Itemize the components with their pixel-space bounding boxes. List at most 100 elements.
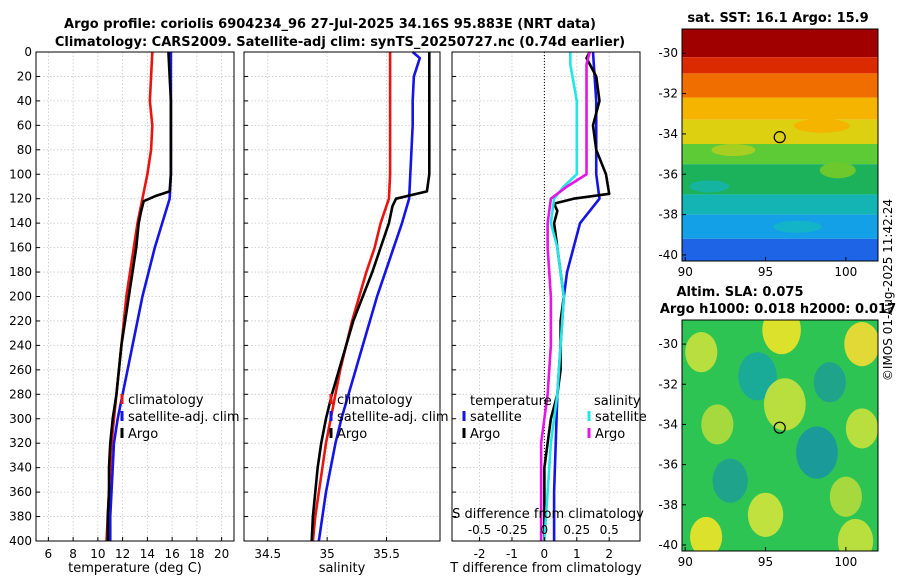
x-axis-label: temperature (deg C) [68, 561, 202, 576]
map-frame [681, 319, 879, 552]
map-subtitle: Argo h1000: 0.018 h2000: 0.017 [660, 302, 896, 317]
legend: climatology satellite-adj. clim Argo [120, 393, 240, 442]
y-tick-label: 380 [9, 510, 32, 524]
series-line [539, 51, 592, 541]
y-tick-label: 200 [9, 290, 32, 304]
x-tick-label: 90 [678, 265, 693, 279]
y-tick-label: 360 [9, 485, 32, 499]
series-line [543, 52, 579, 542]
y-tick-label: -36 [658, 167, 678, 181]
sla-blob [845, 408, 878, 449]
y-tick-label: -32 [658, 87, 678, 101]
sla-blob [829, 476, 862, 517]
y-tick-label: -34 [658, 127, 678, 141]
y-tick-label: -30 [658, 337, 678, 351]
x-tick-label: 14 [140, 547, 155, 561]
legend-3-label: Argo [128, 427, 158, 442]
title-line1: Argo profile: coriolis 6904234_96 27-Jul… [64, 17, 596, 32]
x-axis-label: T difference from climatology [449, 561, 642, 576]
x-tick-label: 6 [45, 547, 53, 561]
profile-panel-1: 6 8 10 12 14 16 18 20 temperature (deg C) 0 20 40 60… [9, 45, 240, 576]
x-tick-label: 95 [758, 555, 773, 569]
x-tick-label: 8 [69, 547, 77, 561]
legend-sal-satellite-label: satellite [595, 410, 647, 425]
sla-blob [796, 426, 838, 479]
y-tick-label: 160 [9, 241, 32, 255]
sst-band [682, 97, 878, 120]
legend: climatology satellite-adj. clim Argo [329, 393, 449, 442]
sla-blob [837, 518, 874, 551]
map-panel-2: 90 95 100 -30 -32 -34 -36 -38 -40 Altim. SLA: 0.0… [658, 285, 896, 569]
map-frame [681, 28, 879, 262]
x-tick-label: 35 [320, 547, 335, 561]
y-tick-label: 340 [9, 461, 32, 475]
sla-blob [813, 362, 846, 403]
sst-band [682, 194, 878, 215]
sla-blob [685, 332, 718, 373]
x-tick-label: 18 [189, 547, 204, 561]
y-tick-label: 0 [24, 45, 32, 59]
x-tick-label: 16 [164, 547, 179, 561]
x-tick-label: 1 [573, 547, 581, 561]
y-tick-label: -30 [658, 46, 678, 60]
x-tick-label: 34.5 [254, 547, 281, 561]
y-tick-label: -38 [658, 208, 678, 222]
map-panel-1: 90 95 100 -30 -32 -34 -36 -38 -40 sat. SST: 16.1 … [658, 11, 879, 279]
legend-3-label: Argo [337, 427, 367, 442]
x-tick-label: 90 [678, 555, 693, 569]
sla-blob [747, 492, 784, 537]
sla-blob [763, 378, 806, 431]
y-tick-label: -40 [658, 538, 678, 552]
series-line [310, 52, 431, 542]
x-tick-label: 20 [214, 547, 229, 561]
argo-position-marker [773, 131, 786, 144]
sst-band [682, 57, 878, 74]
y-tick-label: 80 [17, 143, 32, 157]
sla-blob [712, 458, 748, 503]
x-top-tick-label: 0.5 [600, 523, 619, 537]
imos-credit: ©IMOS 01-Aug-2025 11:42:24 [881, 199, 895, 381]
map-title: sat. SST: 16.1 Argo: 15.9 [687, 11, 868, 26]
legend-temp-argo-label: Argo [470, 427, 500, 442]
legend-2-label: satellite-adj. clim [337, 410, 449, 425]
x-tick-label: 2 [605, 547, 613, 561]
y-tick-label: 280 [9, 387, 32, 401]
sla-blob [701, 404, 734, 445]
x-top-tick-label: -0.5 [468, 523, 491, 537]
y-tick-label: 300 [9, 412, 32, 426]
sst-band [682, 143, 878, 165]
profile-panel-2: 34.5 35 35.5 salinity climatology satellite-a… [243, 51, 449, 576]
y-tick-label: 180 [9, 265, 32, 279]
y-tick-label: 20 [17, 69, 32, 83]
legend-1-label: climatology [337, 393, 413, 408]
y-tick-label: -36 [658, 458, 678, 472]
legend-sal-argo-label: Argo [595, 427, 625, 442]
y-tick-label: 120 [9, 192, 32, 206]
series-line [552, 51, 601, 541]
x-tick-label: -1 [506, 547, 518, 561]
series-line [106, 51, 173, 541]
x-top-tick-label: 0.25 [563, 523, 590, 537]
argo-position-marker [773, 421, 786, 434]
x-tick-label: 10 [90, 547, 105, 561]
x-tick-label: 95 [758, 265, 773, 279]
series-line [311, 52, 392, 542]
x-tick-label: -2 [474, 547, 486, 561]
legend-heading-salinity: salinity [594, 394, 641, 409]
y-tick-label: 400 [9, 534, 32, 548]
sst-patch [793, 118, 850, 133]
sst-patch [773, 220, 822, 233]
sst-patch [711, 144, 756, 157]
map-title: Altim. SLA: 0.075 [677, 285, 804, 300]
sla-blob [762, 320, 801, 355]
sst-band [682, 238, 878, 261]
map-image [682, 320, 878, 551]
sst-patch [819, 162, 856, 179]
y-tick-label: 40 [17, 94, 32, 108]
legend-2-label: satellite-adj. clim [128, 410, 240, 425]
sst-band [682, 73, 878, 98]
map-image [682, 29, 878, 261]
y-tick-label: 220 [9, 314, 32, 328]
